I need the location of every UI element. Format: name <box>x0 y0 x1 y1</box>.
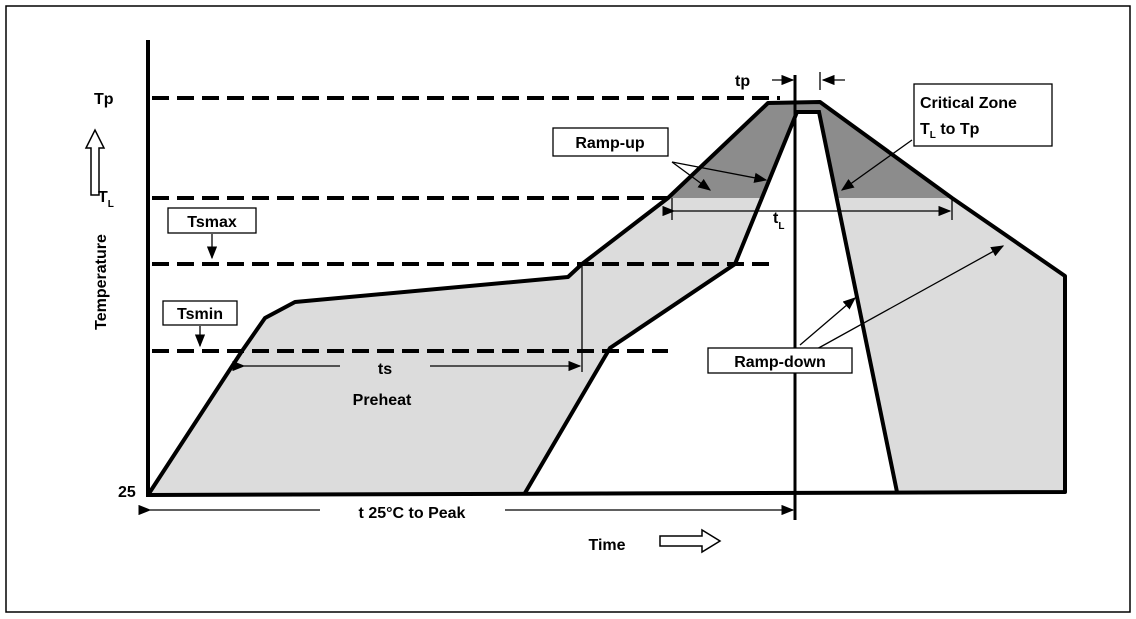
tsmax-label: Tsmax <box>187 214 237 231</box>
y-arrow <box>84 128 106 196</box>
tl-span-sub: L <box>778 221 784 232</box>
x-axis-title: Time <box>588 537 625 554</box>
tl-span: tL <box>773 210 784 232</box>
critical-pointer <box>840 139 913 191</box>
tl-main: T <box>98 189 108 206</box>
ramp-up-box <box>552 127 669 157</box>
profile-inner <box>523 110 899 495</box>
tsmin-box <box>162 300 238 326</box>
base-label: 25 <box>118 484 136 501</box>
ramp-up-label: Ramp-up <box>575 135 645 152</box>
critical-main: T <box>920 121 930 138</box>
ramp-down-pointer <box>799 297 856 346</box>
critical-line1: Critical Zone <box>920 95 1017 112</box>
ramp-up-pointer <box>671 161 712 191</box>
tp-level: Tp <box>94 91 114 108</box>
tl-sub: L <box>108 199 114 210</box>
x-arrow <box>659 528 722 554</box>
ramp-down-pointer <box>814 245 1005 351</box>
frame <box>5 5 1131 613</box>
critical-sub: L <box>930 130 936 141</box>
y-axis-title: Temperature <box>93 234 110 330</box>
preheat-label: Preheat <box>353 392 412 409</box>
ramp-down-label: Ramp-down <box>734 354 826 371</box>
tp-label: tp <box>735 73 750 90</box>
tsmax-box <box>167 207 257 234</box>
tsmin-label: Tsmin <box>177 306 223 323</box>
tl-span-main: t <box>773 210 779 227</box>
ramp-up-pointer <box>671 161 768 183</box>
ramp-down-box <box>707 347 853 374</box>
t25-label: t 25°C to Peak <box>359 505 466 522</box>
critical-line2: TL to Tp <box>920 121 980 141</box>
tl-level: TL <box>98 189 114 210</box>
critical-box <box>913 83 1053 147</box>
ts-label: ts <box>378 361 392 378</box>
critical-rest: to Tp <box>936 121 980 138</box>
